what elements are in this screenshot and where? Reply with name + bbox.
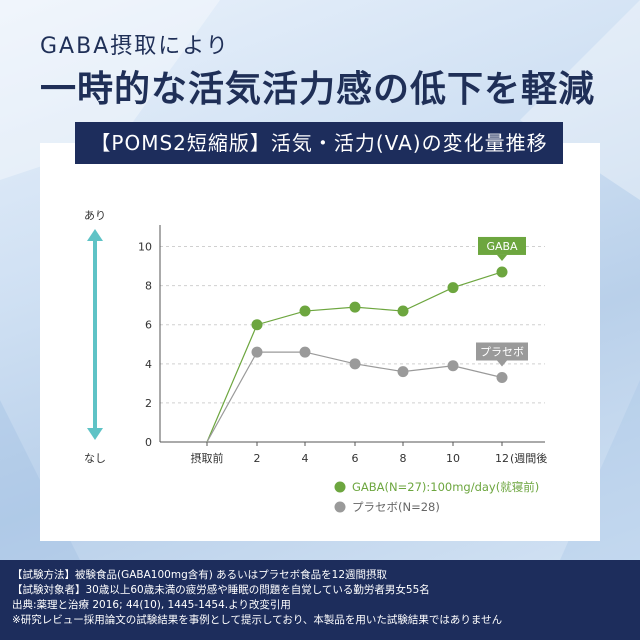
- series-lines: GABA プラセボ: [206, 236, 528, 443]
- legend: GABA(N=27):100mg/day(就寝前) プラセボ(N=28): [334, 480, 539, 514]
- data-point: [299, 346, 311, 358]
- x-tick-label: 摂取前: [191, 451, 224, 465]
- callout-pointer: [497, 254, 507, 261]
- y-tick-label: 0: [145, 436, 152, 449]
- data-point: [349, 301, 361, 313]
- x-tick-label: 12: [495, 452, 509, 465]
- subtitle: GABA摂取により: [40, 34, 230, 59]
- data-point: [349, 358, 361, 370]
- y-top-label: あり: [84, 209, 106, 222]
- x-tick-label: 2: [254, 452, 261, 465]
- y-tick-label: 2: [145, 397, 152, 410]
- data-point: [496, 266, 508, 278]
- footer-line: ※研究レビュー採用論文の試験結果を事例として提示しており、本製品を用いた試験結果…: [12, 614, 503, 626]
- arrow-head-down: [87, 428, 103, 440]
- axes: 0 2 4 6 8 10 摂取前 2 4 6 8 10 12 (週間後: [138, 225, 547, 465]
- arrow-head-up: [87, 229, 103, 241]
- page-title: 一時的な活気活力感の低下を軽減: [40, 69, 596, 110]
- x-tick-label: 4: [302, 452, 309, 465]
- data-point: [496, 372, 508, 383]
- data-point: [251, 319, 263, 331]
- series-callout-label: プラセボ: [480, 346, 524, 359]
- series-callout-label: GABA: [486, 240, 518, 253]
- x-tick-label: 8: [400, 452, 407, 465]
- data-point: [251, 346, 263, 358]
- legend-entry: GABA(N=27):100mg/day(就寝前): [352, 480, 539, 494]
- y-bottom-label: なし: [84, 452, 106, 465]
- chart-title: 【POMS2短縮版】活気・活力(VA)の変化量推移: [75, 122, 563, 164]
- y-tick-label: 8: [145, 280, 152, 293]
- legend-entry: プラセボ(N=28): [352, 500, 440, 514]
- x-tick-label: 10: [446, 452, 460, 465]
- legend-marker: [334, 501, 346, 513]
- x-axis-suffix: (週間後: [510, 451, 547, 465]
- footer-line: 【試験方法】被験食品(GABA100mg含有) あるいはプラセボ食品を12週間摂…: [12, 569, 388, 581]
- callout-pointer: [497, 360, 507, 367]
- data-point: [397, 305, 409, 317]
- y-tick-label: 10: [138, 241, 152, 254]
- footer-line: 出典:薬理と治療 2016; 44(10), 1445-1454.より改変引用: [12, 599, 291, 611]
- y-tick-label: 4: [145, 358, 152, 371]
- series-callout: [476, 342, 528, 361]
- data-point: [447, 282, 459, 294]
- footer-line: 【試験対象者】30歳以上60歳未満の疲労感や睡眠の問題を自覚している勤労者男女5…: [12, 584, 430, 596]
- x-tick-label: 6: [352, 452, 359, 465]
- chart-card: [40, 143, 600, 541]
- series-callout: [478, 236, 526, 255]
- data-point: [397, 366, 409, 378]
- data-point: [447, 360, 459, 372]
- legend-marker: [334, 481, 346, 493]
- y-tick-label: 6: [145, 319, 152, 332]
- series-line: [206, 271, 503, 443]
- data-point: [299, 305, 311, 317]
- footer-notes: 【試験方法】被験食品(GABA100mg含有) あるいはプラセボ食品を12週間摂…: [0, 560, 640, 640]
